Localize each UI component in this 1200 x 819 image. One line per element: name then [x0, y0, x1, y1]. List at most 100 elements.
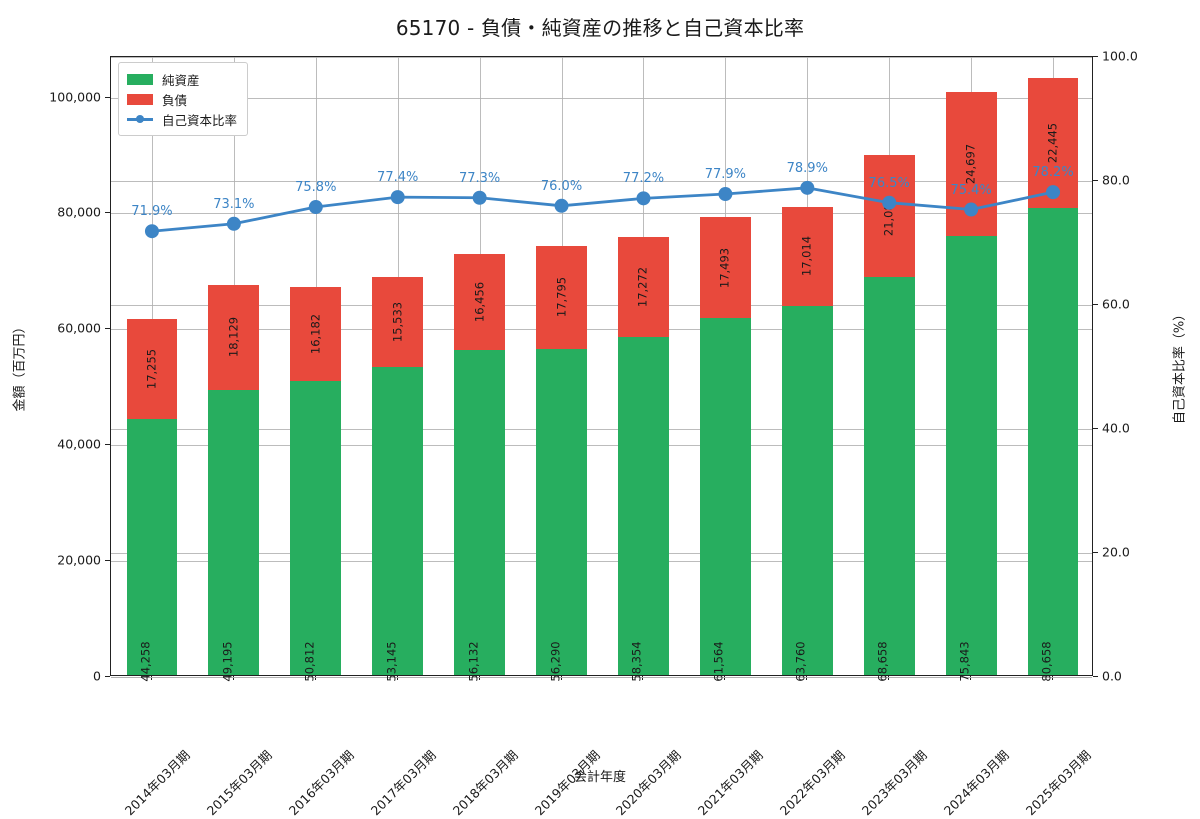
bar-segment-equity[interactable]: 44,258: [126, 418, 178, 681]
bar-segment-equity[interactable]: 50,812: [290, 380, 342, 681]
bar-segment-equity[interactable]: 61,564: [699, 318, 751, 681]
y-tick-label-left: 60,000: [57, 320, 101, 336]
y-tick-mark-left: [105, 444, 110, 446]
x-tick-mark: [888, 676, 890, 680]
gridline-secondary: [111, 677, 1092, 678]
chart-figure: 65170 - 負債・純資産の推移と自己資本比率 金額（百万円） 自己資本比率（…: [12, 16, 1188, 818]
bar-group[interactable]: 53,145 15,533: [372, 277, 424, 681]
bar-segment-equity[interactable]: 56,132: [454, 349, 505, 681]
bar-group[interactable]: 61,564 17,493: [699, 216, 751, 681]
y-tick-mark-left: [105, 676, 110, 677]
x-tick-mark: [478, 676, 480, 680]
bar-segment-liability[interactable]: 16,456: [454, 254, 505, 350]
ratio-marker[interactable]: [144, 224, 159, 239]
ratio-value-label: 77.3%: [458, 170, 501, 186]
x-tick-mark: [150, 676, 152, 680]
bar-segment-equity[interactable]: 80,658: [1027, 207, 1079, 681]
x-tick-mark: [314, 676, 316, 680]
x-tick-mark: [1052, 676, 1054, 680]
y-axis-title-left: 金額（百万円）: [12, 320, 28, 412]
bar-segment-equity[interactable]: 49,195: [208, 389, 260, 681]
ratio-value-label: 71.9%: [131, 204, 173, 220]
ratio-value-label: 78.2%: [1032, 165, 1074, 181]
y-tick-mark-left: [105, 96, 110, 98]
chart-title: 65170 - 負債・純資産の推移と自己資本比率: [395, 16, 805, 40]
bar-segment-liability[interactable]: 17,795: [536, 245, 587, 349]
ratio-marker[interactable]: [800, 180, 815, 195]
gridline: [111, 213, 1092, 215]
gridline: [111, 445, 1092, 447]
y-tick-mark-right: [1093, 56, 1098, 57]
bar-group[interactable]: 80,658 22,445: [1027, 77, 1079, 681]
ratio-marker[interactable]: [472, 190, 487, 205]
legend-item[interactable]: 負債: [127, 89, 237, 109]
bar-segment-equity[interactable]: 75,843: [945, 235, 997, 681]
bar-group[interactable]: 49,195 18,129: [208, 284, 260, 681]
gridline-secondary: [111, 429, 1092, 430]
bar-group[interactable]: 75,843 24,697: [945, 92, 997, 681]
bar-group[interactable]: 44,258 17,255: [126, 318, 178, 681]
y-tick-mark-right: [1093, 552, 1098, 553]
y-tick-label-left: 40,000: [57, 436, 101, 452]
ratio-marker[interactable]: [718, 187, 733, 202]
bar-group[interactable]: 58,354 17,272: [618, 236, 669, 681]
bar-group[interactable]: 56,132 16,456: [454, 254, 505, 681]
ratio-marker[interactable]: [554, 198, 569, 213]
y-tick-label-left: 0: [93, 668, 101, 684]
chart-legend: 純資産負債 自己資本比率: [118, 62, 249, 136]
bar-group[interactable]: 50,812 16,182: [290, 286, 342, 681]
legend-item[interactable]: 自己資本比率: [127, 109, 237, 129]
x-tick-mark: [232, 676, 234, 680]
legend-item-label: 純資産: [162, 72, 200, 88]
bar-segment-liability[interactable]: 17,255: [126, 318, 178, 419]
ratio-marker[interactable]: [1046, 185, 1061, 200]
ratio-marker[interactable]: [226, 216, 241, 231]
legend-item-label: 負債: [162, 92, 188, 108]
bar-segment-liability[interactable]: 17,014: [781, 206, 833, 306]
bar-group[interactable]: 63,760 17,014: [781, 206, 833, 681]
x-tick-mark: [396, 676, 398, 680]
legend-item[interactable]: 純資産: [127, 69, 237, 89]
bar-segment-liability[interactable]: 18,129: [208, 284, 260, 390]
ratio-marker[interactable]: [308, 200, 323, 215]
y-tick-mark-right: [1093, 428, 1098, 429]
legend-line-marker-icon: [127, 114, 153, 125]
bar-segment-equity[interactable]: 63,760: [781, 305, 833, 681]
x-tick-mark: [970, 676, 972, 680]
y-tick-mark-left: [105, 328, 110, 330]
bar-segment-equity[interactable]: 53,145: [372, 367, 424, 681]
bar-segment-liability[interactable]: 21,080: [863, 155, 915, 278]
gridline-secondary: [111, 553, 1092, 554]
ratio-value-label: 75.4%: [950, 182, 992, 198]
bar-segment-equity[interactable]: 68,658: [863, 277, 915, 681]
ratio-value-label: 77.9%: [704, 167, 747, 183]
ratio-value-label: 78.9%: [786, 160, 828, 176]
plot-area: 44,258 17,255 49,195 18,129 50,812 16,182 53,1…: [110, 56, 1093, 681]
x-tick-mark: [642, 676, 644, 680]
ratio-marker[interactable]: [390, 190, 405, 205]
y-tick-label-right: 80.0: [1102, 172, 1130, 188]
y-tick-label-right: 40.0: [1102, 420, 1130, 436]
bar-segment-liability[interactable]: 17,272: [618, 236, 669, 337]
bar-segment-liability[interactable]: 16,182: [290, 286, 342, 381]
x-tick-mark: [560, 676, 562, 680]
x-tick-mark: [724, 676, 726, 680]
ratio-value-label: 75.8%: [295, 180, 337, 196]
bar-group[interactable]: 68,658 21,080: [863, 155, 915, 681]
y-axis-title-right: 自己資本比率（%）: [1172, 307, 1188, 425]
ratio-marker[interactable]: [636, 191, 651, 206]
gridline: [111, 561, 1092, 563]
bar-segment-liability[interactable]: 17,493: [699, 216, 751, 319]
gridline-secondary: [111, 57, 1092, 58]
bar-group[interactable]: 56,290 17,795: [536, 245, 587, 681]
bar-segment-equity[interactable]: 58,354: [618, 336, 669, 681]
bar-segment-equity[interactable]: 56,290: [536, 348, 587, 681]
gridline: [111, 97, 1092, 99]
y-tick-label-right: 0.0: [1102, 668, 1122, 684]
y-tick-label-left: 20,000: [57, 552, 101, 568]
ratio-marker[interactable]: [964, 202, 979, 217]
y-tick-label-right: 20.0: [1102, 544, 1130, 560]
bar-segment-liability[interactable]: 15,533: [372, 277, 424, 368]
ratio-marker[interactable]: [882, 195, 897, 210]
y-tick-mark-right: [1093, 676, 1098, 677]
